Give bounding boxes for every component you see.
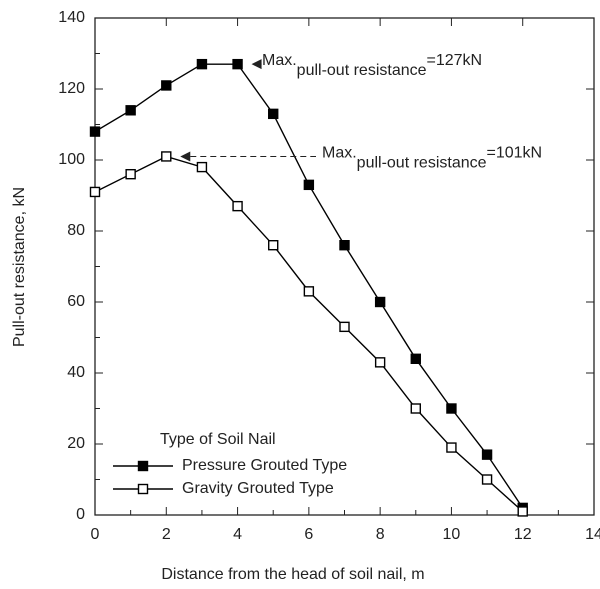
annotation-value: =101kN (487, 145, 543, 162)
annotation-subscript: pull-out resistance (357, 155, 487, 172)
annotation-value: =127kN (427, 52, 483, 69)
annotation-arrowhead (180, 151, 191, 162)
marker (161, 80, 172, 91)
marker (517, 506, 528, 517)
marker (410, 353, 421, 364)
x-tick-label: 10 (443, 526, 461, 543)
annotation: Max.pull-out resistance=101kN (322, 145, 542, 172)
x-axis-label: Distance from the head of soil nail, m (161, 566, 424, 583)
marker (374, 357, 386, 368)
marker (232, 58, 243, 70)
legend-marker (137, 483, 149, 495)
y-tick-label: 60 (67, 293, 85, 310)
x-tick-label: 0 (91, 526, 100, 543)
marker (268, 239, 279, 251)
annotation-text: Max. (262, 52, 297, 69)
marker (196, 58, 208, 70)
marker (339, 321, 350, 333)
x-tick-label: 12 (514, 526, 532, 543)
marker (410, 403, 421, 414)
x-tick-label: 14 (585, 526, 600, 543)
annotation: Max.pull-out resistance=127kN (262, 52, 482, 79)
marker (125, 168, 136, 180)
marker (339, 239, 350, 251)
x-tick-label: 2 (162, 526, 171, 543)
marker (268, 108, 279, 120)
marker (446, 403, 457, 414)
marker (303, 286, 315, 297)
y-tick-label: 100 (58, 151, 85, 168)
x-tick-label: 4 (233, 526, 242, 543)
marker (481, 474, 493, 485)
annotation-text: Max. (322, 145, 357, 162)
legend-label: Pressure Grouted Type (182, 457, 347, 474)
marker (446, 442, 457, 453)
legend-label: Gravity Grouted Type (182, 480, 334, 497)
y-axis-label: Pull-out resistance, kN (11, 187, 28, 347)
x-tick-label: 8 (376, 526, 385, 543)
legend-marker (137, 460, 149, 472)
marker (196, 161, 208, 173)
legend-title: Type of Soil Nail (160, 431, 276, 448)
y-tick-label: 40 (67, 364, 85, 381)
marker (232, 200, 243, 212)
y-tick-label: 140 (58, 9, 85, 26)
marker (125, 105, 136, 116)
y-tick-label: 0 (76, 506, 85, 523)
y-tick-label: 20 (67, 435, 85, 452)
x-tick-label: 6 (304, 526, 313, 543)
marker (303, 179, 315, 191)
y-tick-label: 80 (67, 222, 85, 239)
marker (481, 449, 493, 460)
marker (161, 151, 172, 162)
marker (89, 186, 101, 198)
y-tick-label: 120 (58, 80, 85, 97)
marker (89, 126, 101, 137)
marker (374, 296, 386, 308)
annotation-subscript: pull-out resistance (297, 62, 427, 79)
